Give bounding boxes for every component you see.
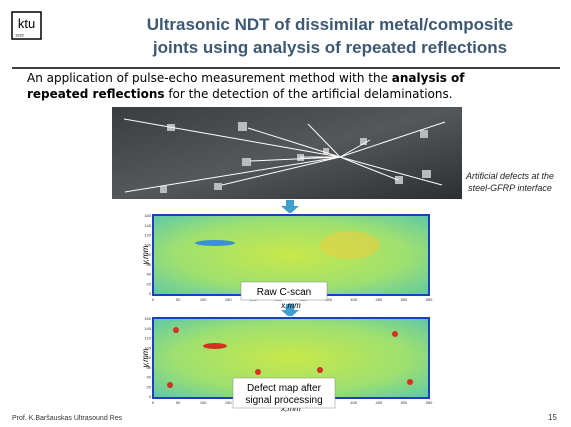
x-tick-label: 100 (200, 400, 207, 405)
x-tick-label: 150 (225, 297, 232, 302)
footer-text: Prof. K.Baršauskas Ultrasound Res (12, 415, 123, 422)
y-tick-label: 120 (144, 336, 151, 341)
y-axis-label: y,mm (141, 348, 150, 368)
scan-label: Raw C-scan (257, 287, 311, 298)
y-tick-label: 140 (144, 223, 151, 228)
x-tick-label: 100 (200, 297, 207, 302)
y-axis-label: y,mm (141, 245, 150, 265)
scan-feature (195, 240, 235, 246)
x-tick-label: 50 (176, 297, 181, 302)
intro-text: for the detection of the artificial dela… (165, 87, 453, 101)
annotation: steel-GFRP interface (468, 183, 552, 193)
intro-text: An application of pulse-echo measurement… (27, 71, 392, 85)
intro-line: An application of pulse-echo measurement… (27, 71, 465, 85)
intro-bold: repeated reflections (27, 87, 165, 101)
x-tick-label: 550 (426, 297, 433, 302)
y-tick-label: 40 (147, 375, 152, 380)
y-tick-label: 20 (147, 384, 152, 389)
x-tick-label: 150 (225, 400, 232, 405)
scan-label: Defect map after (247, 383, 322, 394)
logo-year: 1922 (15, 33, 25, 38)
x-tick-label: 500 (401, 297, 408, 302)
x-tick-label: 400 (350, 297, 357, 302)
x-tick-label: 400 (350, 400, 357, 405)
y-tick-label: 160 (144, 213, 151, 218)
x-tick-label: 50 (176, 400, 181, 405)
scan-label: signal processing (245, 395, 322, 406)
x-tick-label: 500 (401, 400, 408, 405)
x-axis-label: x,mm (280, 301, 301, 310)
scan-feature (320, 231, 380, 259)
y-tick-label: 140 (144, 326, 151, 331)
y-tick-label: 40 (147, 272, 152, 277)
y-tick-label: 20 (147, 281, 152, 286)
x-tick-label: 450 (375, 297, 382, 302)
intro-line: repeated reflections for the detection o… (27, 87, 453, 101)
annotation: Artificial defects at the (465, 171, 554, 181)
x-tick-label: 550 (426, 400, 433, 405)
page-number: 15 (548, 413, 557, 422)
intro-bold: analysis of (392, 71, 465, 85)
x-tick-label: 450 (375, 400, 382, 405)
title-line: joints using analysis of repeated reflec… (152, 38, 507, 57)
logo-text: ktu (18, 16, 35, 31)
title-line: Ultrasonic NDT of dissimilar metal/compo… (147, 15, 514, 34)
y-tick-label: 120 (144, 233, 151, 238)
y-tick-label: 160 (144, 316, 151, 321)
slide: ktu 1922 Ultrasonic NDT of dissimilar me… (0, 0, 571, 427)
